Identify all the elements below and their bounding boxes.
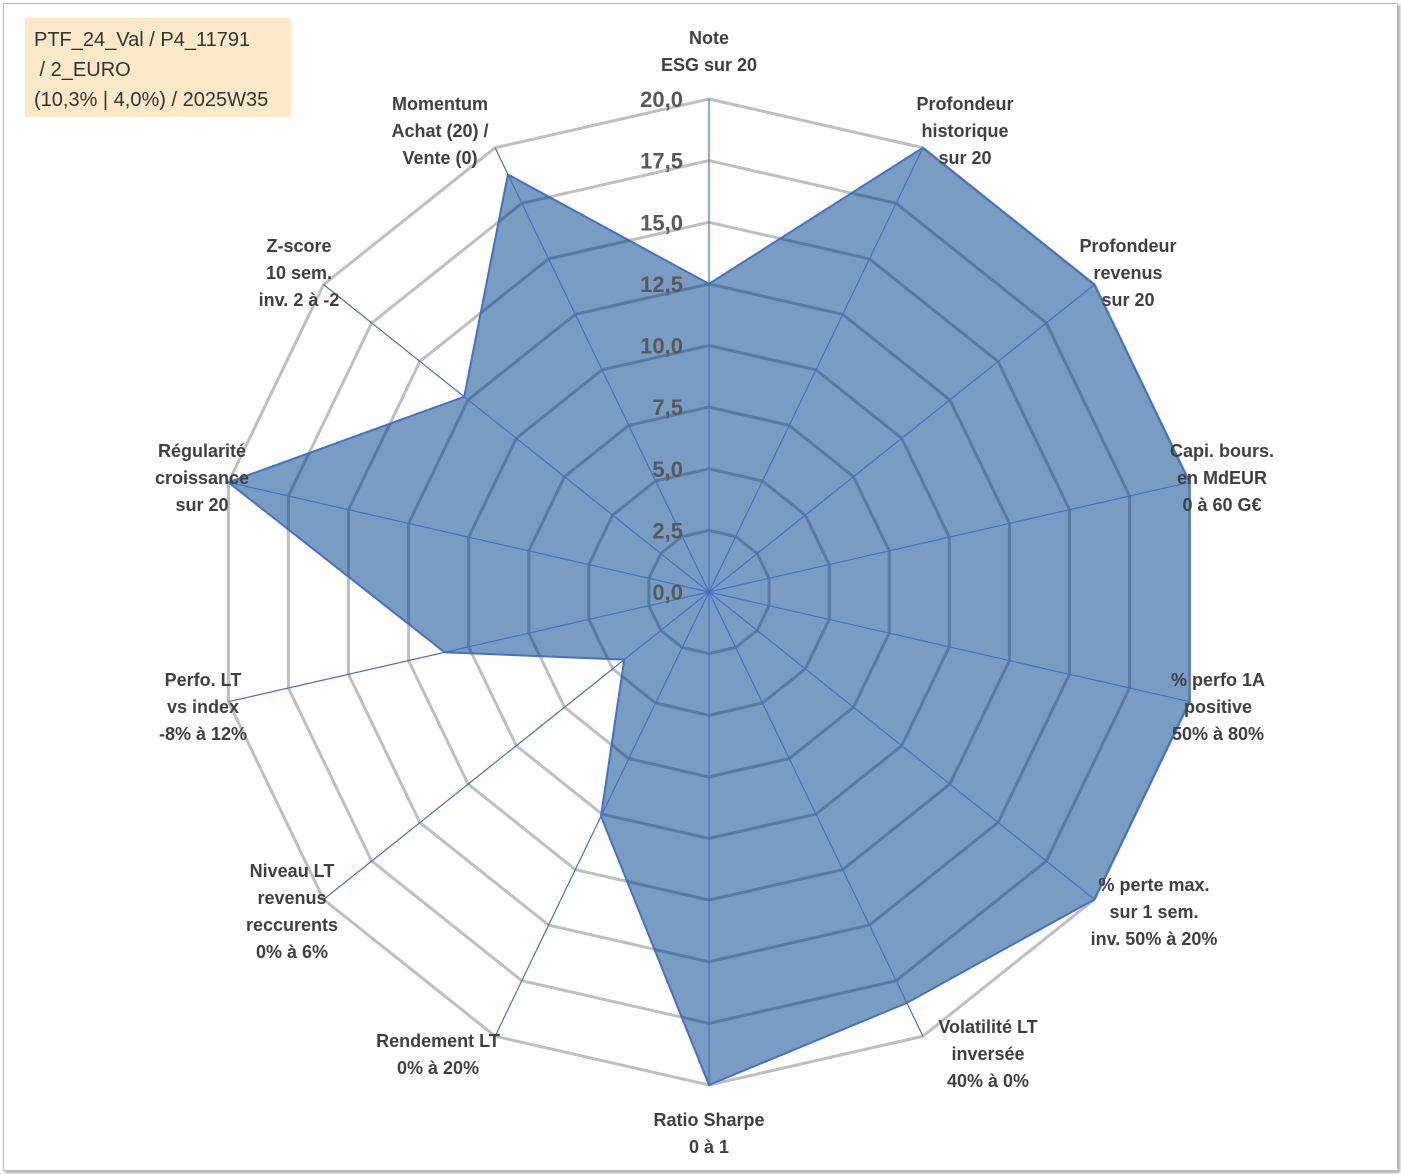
- axis-label: Profondeur historique sur 20: [917, 94, 1014, 168]
- tick-label: 5,0: [652, 457, 683, 482]
- title-line-1: PTF_24_Val / P4_11791: [34, 29, 251, 51]
- tick-labels: 0,0 2,5 5,0 7,5 10,0 12,5 15,0 17,5 20,0: [640, 87, 683, 605]
- axis-label: Momentum Achat (20) / Vente (0): [391, 94, 488, 168]
- axis-spoke: [323, 284, 710, 593]
- tick-label: 20,0: [640, 87, 683, 112]
- axis-spoke: [494, 147, 710, 593]
- tick-label: 0,0: [652, 580, 683, 605]
- axis-label: Capi. bours. en MdEUR 0 à 60 G€: [1170, 441, 1274, 515]
- tick-label: 2,5: [652, 518, 683, 543]
- axis-label: Régularité croissance sur 20: [155, 441, 249, 515]
- axis-spoke: [708, 591, 1190, 703]
- axis-spoke: [494, 591, 710, 1037]
- axis-label: % perfo 1A positive 50% à 80%: [1171, 670, 1265, 744]
- title-line-2: / 2_EURO: [34, 59, 131, 81]
- axis-label: Perfo. LT vs index -8% à 12%: [159, 670, 247, 744]
- axis-spoke: [228, 481, 710, 593]
- axis-spoke: [708, 481, 1190, 593]
- tick-label: 17,5: [640, 149, 683, 174]
- tick-label: 7,5: [652, 395, 683, 420]
- spokes: [228, 99, 1190, 1085]
- axis-label: Rendement LT 0% à 20%: [376, 1031, 500, 1078]
- tick-label: 10,0: [640, 334, 683, 359]
- axis-label: Profondeur revenus sur 20: [1080, 236, 1177, 310]
- tick-label: 15,0: [640, 210, 683, 235]
- axis-label: Niveau LT revenus reccurents 0% à 6%: [246, 861, 338, 962]
- axis-label: Z-score 10 sem. inv. 2 à -2: [259, 236, 340, 310]
- axis-label: Volatilité LT inversée 40% à 0%: [938, 1017, 1037, 1091]
- axis-spoke: [323, 591, 710, 900]
- axis-spoke: [708, 284, 1095, 593]
- axis-labels: Note ESG sur 20 Profondeur historique sur 20…: [155, 28, 1274, 1157]
- axis-spoke: [708, 147, 924, 593]
- axis-spoke: [228, 591, 710, 703]
- chart-title-box: PTF_24_Val / P4_11791 / 2_EURO (10,3% | …: [25, 18, 291, 117]
- axis-label: Note ESG sur 20: [661, 28, 757, 75]
- axis-spoke: [708, 591, 924, 1037]
- tick-label: 12,5: [640, 272, 683, 297]
- axis-label: % perte max. sur 1 sem. inv. 50% à 20%: [1091, 875, 1218, 949]
- axis-spoke: [708, 591, 1095, 900]
- axis-label: Ratio Sharpe 0 à 1: [653, 1110, 764, 1157]
- title-line-3: (10,3% | 4,0%) / 2025W35: [34, 89, 269, 111]
